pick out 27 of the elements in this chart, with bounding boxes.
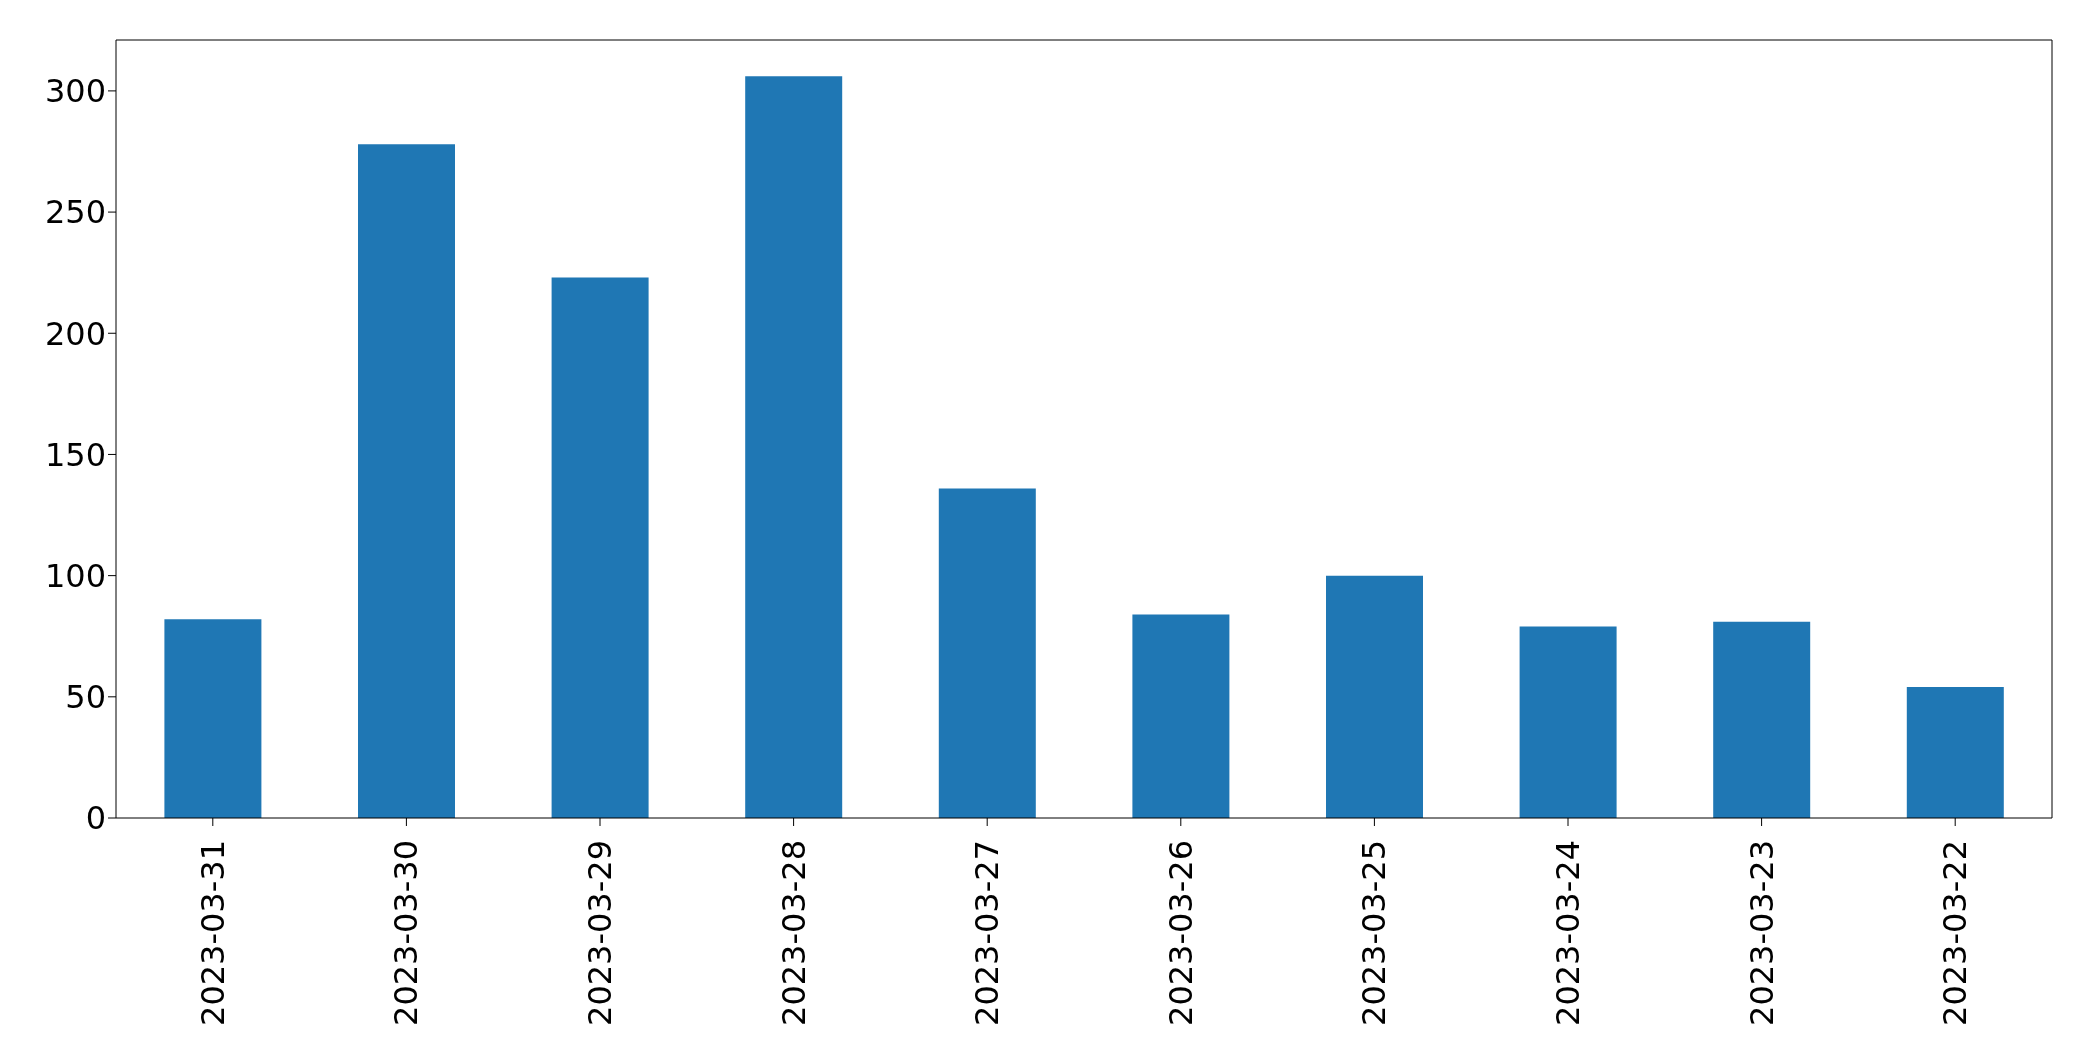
x-tick-label: 2023-03-30 xyxy=(387,840,426,1026)
x-tick-label: 2023-03-27 xyxy=(968,840,1007,1026)
x-tick-label: 2023-03-26 xyxy=(1161,840,1200,1026)
bar xyxy=(938,488,1036,818)
bar xyxy=(164,619,262,818)
bar xyxy=(1906,687,2004,818)
bar xyxy=(1713,621,1811,818)
x-tick-label: 2023-03-23 xyxy=(1742,840,1781,1026)
y-tick-label: 50 xyxy=(65,678,106,717)
y-tick-label: 250 xyxy=(44,193,106,232)
bar xyxy=(745,76,843,818)
y-tick-label: 300 xyxy=(44,72,106,111)
y-tick-label: 150 xyxy=(44,435,106,474)
x-tick-label: 2023-03-31 xyxy=(193,840,232,1026)
x-tick-label: 2023-03-24 xyxy=(1549,840,1587,1026)
bar xyxy=(1132,614,1230,818)
bar xyxy=(358,144,455,818)
x-tick-label: 2023-03-22 xyxy=(1936,840,1975,1026)
y-tick-label: 100 xyxy=(44,556,106,595)
x-tick-label: 2023-03-28 xyxy=(774,840,813,1026)
y-tick-label: 0 xyxy=(85,799,106,838)
y-tick-label: 200 xyxy=(44,314,106,353)
x-tick-label: 2023-03-29 xyxy=(581,840,619,1026)
bar xyxy=(1519,626,1617,818)
bar xyxy=(551,277,649,818)
bar xyxy=(1326,575,1423,818)
x-tick-label: 2023-03-25 xyxy=(1355,840,1394,1026)
